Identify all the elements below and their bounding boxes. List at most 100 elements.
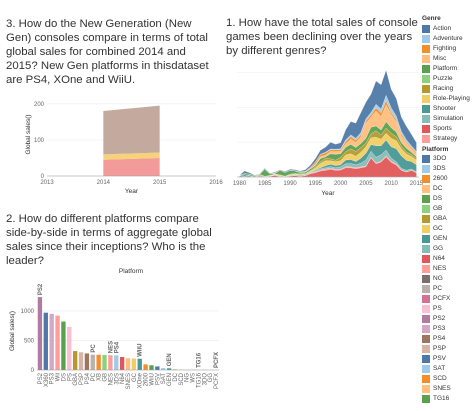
question-1-title: 1. How have the total sales of console g… — [226, 17, 418, 57]
bar-xone — [137, 358, 142, 370]
bar-sat — [161, 368, 166, 370]
genre-legend-label: Misc — [433, 55, 447, 62]
genre-legend-swatch — [422, 115, 430, 123]
bar-gb — [102, 354, 107, 370]
x-tick-label: SNES — [126, 373, 132, 389]
bar-value-label: GEN — [167, 353, 173, 366]
x-tick-label: SAT — [161, 373, 167, 385]
x-tick-label: GG — [208, 373, 214, 383]
bar-value-label: WiiU — [138, 344, 144, 357]
platform-legend-label: PS3 — [433, 325, 446, 332]
x-tick-label: 2016 — [209, 180, 223, 186]
x-tick-label: X360 — [44, 372, 50, 387]
x-axis-title: Year — [321, 190, 335, 197]
x-tick-label: PSP — [79, 373, 85, 385]
x-tick-label: GEN — [167, 373, 173, 386]
x-tick-label: 2000 — [334, 181, 348, 187]
x-tick-label: NES — [108, 373, 114, 385]
bar-psv — [155, 366, 160, 370]
bar-value-label: PCFX — [214, 352, 220, 368]
bar-value-label: PS2 — [38, 283, 44, 295]
genre-legend-label: Shooter — [433, 105, 456, 112]
bar-value-label: NES — [108, 341, 114, 353]
platform-legend-label: SNES — [433, 385, 451, 392]
y-axis-title: Global sales() — [25, 114, 32, 154]
x-tick-label: NG — [185, 373, 191, 382]
bar-ds — [61, 321, 66, 370]
genre-legend-swatch — [422, 75, 430, 83]
bar-psp — [78, 352, 84, 370]
platform-legend-label: PSP — [433, 345, 447, 352]
platform-legend-label: SAT — [433, 365, 446, 372]
x-tick-label: Wii — [56, 373, 62, 381]
bar-snes — [125, 358, 131, 370]
bar-ps — [67, 326, 72, 370]
genre-legend-label: Sports — [433, 125, 452, 132]
genre-legend-swatch — [422, 85, 430, 93]
platform-legend-label: PCFX — [433, 295, 451, 302]
bar-2600 — [143, 364, 148, 370]
x-tick-label: XOne — [138, 372, 144, 388]
bar-value-label: TG16 — [197, 352, 203, 368]
platform-legend-swatch — [422, 315, 430, 323]
chart-header-title: Platform — [119, 268, 143, 275]
platform-legend-swatch — [422, 225, 430, 233]
y-tick-label: 0 — [41, 174, 45, 180]
genre-legend-label: Racing — [433, 85, 454, 92]
bar-dc — [172, 369, 178, 370]
x-tick-label: N64 — [120, 372, 126, 384]
bar-n64 — [119, 357, 125, 370]
x-tick-label: XB — [97, 373, 103, 381]
x-tick-label: PCFX — [214, 373, 220, 389]
bar-wii — [55, 315, 60, 370]
x-tick-label: 1990 — [283, 181, 297, 187]
area-band-2 — [103, 105, 160, 155]
platform-legend-swatch — [422, 165, 430, 173]
bar-x360 — [43, 312, 48, 370]
question-2-title: 2. How do different platforms compare si… — [6, 213, 212, 267]
genre-legend-swatch — [422, 135, 430, 143]
bar-ps3 — [49, 313, 54, 370]
platform-legend-swatch — [422, 235, 430, 243]
y-tick-label: 100 — [34, 138, 45, 144]
bar-pc — [90, 354, 95, 370]
genre-legend-label: Action — [433, 25, 452, 32]
bar-nes — [108, 355, 113, 370]
x-tick-label: WS — [191, 373, 197, 383]
x-tick-label: 2015 — [153, 180, 167, 186]
x-tick-label: SCD — [179, 372, 185, 385]
bar-xb — [96, 354, 101, 370]
y-tick-label: 0 — [31, 368, 35, 374]
bar-wiiu — [149, 365, 154, 370]
x-tick-label: GBA — [73, 373, 79, 386]
y-tick-label: 500 — [24, 338, 35, 344]
bar-value-label: PS4 — [114, 341, 120, 353]
platform-legend-label: GB — [433, 205, 443, 212]
platform-legend-swatch — [422, 175, 430, 183]
platform-legend-label: PS4 — [433, 335, 446, 342]
area-band-1 — [103, 152, 160, 160]
platform-legend-swatch — [422, 195, 430, 203]
x-tick-label: PS2 — [38, 372, 44, 384]
x-tick-label: 2005 — [359, 181, 373, 187]
x-tick-label: PS — [67, 373, 73, 381]
platform-legend-swatch — [422, 255, 430, 263]
platform-legend-swatch — [422, 155, 430, 163]
x-tick-label: 1995 — [309, 181, 323, 187]
y-tick-label: 1000 — [21, 309, 35, 315]
platform-legend-swatch — [422, 305, 430, 313]
genre-legend-swatch — [422, 125, 430, 133]
x-tick-label: 2600 — [144, 372, 150, 386]
platform-legend-swatch — [422, 345, 430, 353]
platform-legend-label: PS2 — [433, 315, 446, 322]
x-tick-label: 2010 — [385, 181, 399, 187]
bar-gba — [72, 351, 78, 370]
genre-legend-label: Platform — [433, 65, 458, 72]
platform-legend-label: PS — [433, 305, 442, 312]
y-axis-title: Global sales() — [9, 311, 16, 351]
genre-legend-swatch — [422, 105, 430, 113]
x-tick-label: PSV — [155, 373, 161, 385]
x-tick-label: PS3 — [50, 372, 56, 384]
platform-legend-swatch — [422, 325, 430, 333]
